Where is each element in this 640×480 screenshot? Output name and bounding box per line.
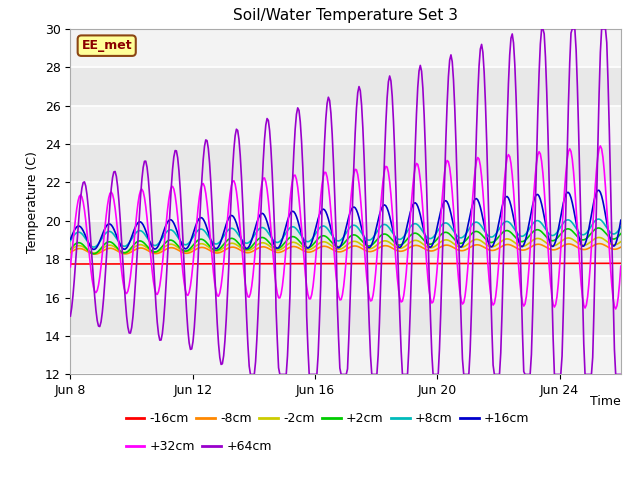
- Legend: +32cm, +64cm: +32cm, +64cm: [121, 435, 276, 458]
- Bar: [70, 29, 621, 67]
- Bar: [70, 106, 621, 144]
- Bar: [70, 336, 621, 374]
- Bar: [70, 182, 621, 221]
- Bar: [70, 259, 621, 298]
- Title: Soil/Water Temperature Set 3: Soil/Water Temperature Set 3: [233, 9, 458, 24]
- Y-axis label: Temperature (C): Temperature (C): [26, 151, 39, 252]
- Text: Time: Time: [590, 395, 621, 408]
- Text: EE_met: EE_met: [81, 39, 132, 52]
